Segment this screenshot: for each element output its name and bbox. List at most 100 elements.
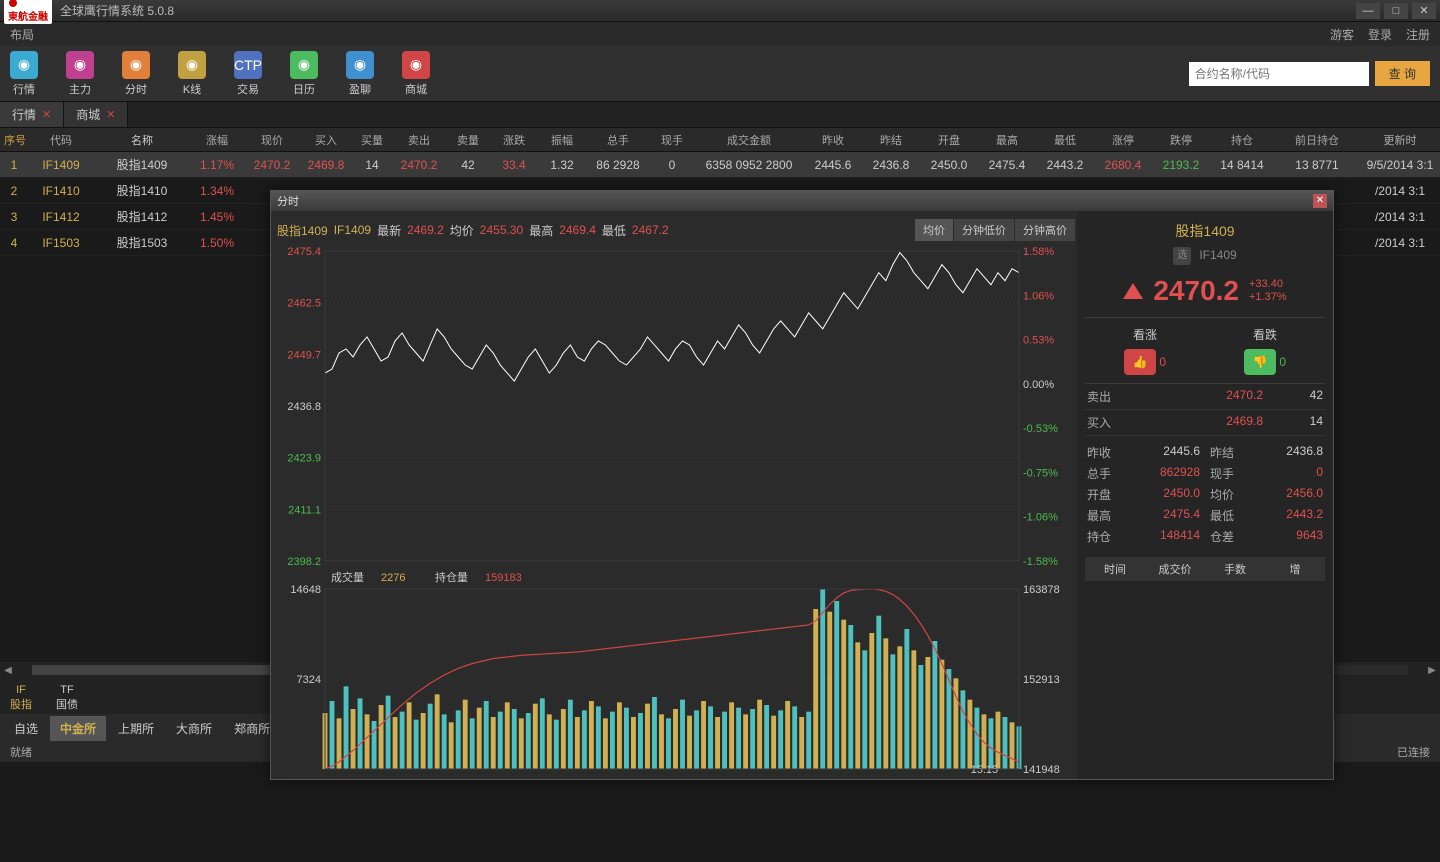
- tool-主力[interactable]: ◉主力: [66, 51, 94, 97]
- tool-行情[interactable]: ◉行情: [10, 51, 38, 97]
- btn-minhigh[interactable]: 分钟高价: [1015, 219, 1075, 241]
- chart-code: IF1409: [334, 223, 371, 237]
- col-header[interactable]: 涨跌: [490, 132, 538, 148]
- exchange-tab[interactable]: 上期所: [108, 716, 164, 741]
- tool-分时[interactable]: ◉分时: [122, 51, 150, 97]
- logo: 東航金融: [4, 0, 52, 24]
- menubar: 布局 游客 登录 注册: [0, 22, 1440, 46]
- svg-text:2475.4: 2475.4: [287, 246, 321, 258]
- svg-text:-1.06%: -1.06%: [1023, 512, 1058, 524]
- maximize-button[interactable]: □: [1384, 3, 1408, 19]
- svg-text:2449.7: 2449.7: [287, 349, 321, 361]
- subtab-IF[interactable]: IF股指: [10, 684, 32, 712]
- col-header[interactable]: 代码: [28, 132, 94, 148]
- intraday-chart[interactable]: 2475.4 2462.5 2449.7 2436.8 2423.9 2411.1 2398…: [277, 245, 1071, 775]
- svg-text:-1.58%: -1.58%: [1023, 556, 1058, 568]
- svg-text:2276: 2276: [381, 572, 405, 584]
- col-header[interactable]: 昨结: [862, 132, 920, 148]
- svg-text:14648: 14648: [290, 584, 321, 596]
- trade-tab-price[interactable]: 成交价: [1145, 557, 1205, 581]
- svg-text:2423.9: 2423.9: [287, 453, 321, 465]
- vote-dn-label: 看跌: [1244, 326, 1286, 343]
- popup-close-button[interactable]: ✕: [1313, 194, 1327, 208]
- col-header[interactable]: 最低: [1036, 132, 1094, 148]
- layout-menu[interactable]: 布局: [10, 26, 34, 43]
- login-link[interactable]: 登录: [1368, 26, 1392, 43]
- intraday-popup: 分时 ✕ 股指1409 IF1409 最新2469.2 均价2455.30 最高…: [270, 190, 1334, 780]
- chart-pane: 股指1409 IF1409 最新2469.2 均价2455.30 最高2469.…: [271, 211, 1077, 779]
- trade-tab-time[interactable]: 时间: [1085, 557, 1145, 581]
- exchange-tab[interactable]: 大商所: [166, 716, 222, 741]
- tool-盈聊[interactable]: ◉盈聊: [346, 51, 374, 97]
- svg-text:141948: 141948: [1023, 764, 1060, 775]
- col-header[interactable]: 总手: [586, 132, 650, 148]
- titlebar: 東航金融 全球鹰行情系统 5.0.8 — □ ✕: [0, 0, 1440, 22]
- minimize-button[interactable]: —: [1356, 3, 1380, 19]
- thumbs-down-icon[interactable]: 👎: [1244, 349, 1276, 375]
- btn-minlow[interactable]: 分钟低价: [954, 219, 1014, 241]
- col-header[interactable]: 买量: [352, 132, 392, 148]
- exchange-tab[interactable]: 中金所: [50, 716, 106, 741]
- col-header[interactable]: 买入: [300, 132, 352, 148]
- exchange-tab[interactable]: 自选: [4, 716, 48, 741]
- col-header[interactable]: 振幅: [538, 132, 586, 148]
- vote-up-label: 看涨: [1124, 326, 1166, 343]
- col-header[interactable]: 更新时: [1360, 132, 1440, 148]
- table-row[interactable]: 1IF1409股指14091.17%2470.22469.8142470.242…: [0, 152, 1440, 178]
- tool-商城[interactable]: ◉商城: [402, 51, 430, 97]
- close-button[interactable]: ✕: [1412, 3, 1436, 19]
- col-header[interactable]: 序号: [0, 132, 28, 148]
- col-header[interactable]: 涨幅: [190, 132, 244, 148]
- col-header[interactable]: 跌停: [1152, 132, 1210, 148]
- app-title: 全球鹰行情系统 5.0.8: [60, 2, 174, 19]
- col-header[interactable]: 卖出: [392, 132, 446, 148]
- tab-quotes[interactable]: 行情✕: [0, 102, 64, 127]
- col-header[interactable]: 最高: [978, 132, 1036, 148]
- register-link[interactable]: 注册: [1406, 26, 1430, 43]
- thumbs-up-icon[interactable]: 👍: [1124, 349, 1156, 375]
- col-header[interactable]: 成交金额: [694, 132, 804, 148]
- svg-text:-0.53%: -0.53%: [1023, 423, 1058, 435]
- search-button[interactable]: 查 询: [1375, 61, 1430, 86]
- col-header[interactable]: 现价: [244, 132, 300, 148]
- tool-K线[interactable]: ◉K线: [178, 51, 206, 97]
- close-icon[interactable]: ✕: [42, 108, 51, 121]
- trade-tab-inc[interactable]: 增: [1265, 557, 1325, 581]
- trade-tab-vol[interactable]: 手数: [1205, 557, 1265, 581]
- scroll-right-icon[interactable]: ▶: [1424, 665, 1440, 676]
- svg-text:2411.1: 2411.1: [288, 504, 321, 516]
- svg-text:-0.75%: -0.75%: [1023, 467, 1058, 479]
- col-header[interactable]: 卖量: [446, 132, 490, 148]
- popup-titlebar[interactable]: 分时 ✕: [271, 191, 1333, 211]
- svg-text:2462.5: 2462.5: [287, 298, 321, 310]
- svg-text:163878: 163878: [1023, 584, 1060, 596]
- svg-text:152913: 152913: [1023, 674, 1060, 686]
- side-code: 选IF1409: [1085, 245, 1325, 271]
- col-header[interactable]: 名称: [94, 132, 190, 148]
- svg-text:成交量: 成交量: [325, 774, 358, 775]
- subtab-TF[interactable]: TF国债: [56, 684, 78, 712]
- svg-text:2436.8: 2436.8: [287, 401, 321, 413]
- col-header[interactable]: 昨收: [804, 132, 862, 148]
- svg-text:0.00%: 0.00%: [1023, 379, 1054, 391]
- search-input[interactable]: [1189, 62, 1369, 86]
- col-header[interactable]: 开盘: [920, 132, 978, 148]
- col-header[interactable]: 持仓: [1210, 132, 1274, 148]
- btn-avg[interactable]: 均价: [915, 219, 953, 241]
- guest-link[interactable]: 游客: [1330, 26, 1354, 43]
- svg-text:持仓量: 持仓量: [435, 570, 468, 584]
- tab-mall[interactable]: 商城✕: [64, 102, 128, 127]
- svg-text:159183: 159183: [485, 572, 522, 584]
- close-icon[interactable]: ✕: [106, 108, 115, 121]
- select-icon[interactable]: 选: [1173, 247, 1191, 265]
- svg-text:2398.2: 2398.2: [287, 556, 321, 568]
- scroll-left-icon[interactable]: ◀: [0, 665, 16, 676]
- tool-日历[interactable]: ◉日历: [290, 51, 318, 97]
- svg-text:1.58%: 1.58%: [1023, 246, 1054, 258]
- chart-name: 股指1409: [277, 222, 328, 239]
- tool-交易[interactable]: CTP交易: [234, 51, 262, 97]
- col-header[interactable]: 涨停: [1094, 132, 1152, 148]
- col-header[interactable]: 前日持仓: [1274, 132, 1360, 148]
- col-header[interactable]: 现手: [650, 132, 694, 148]
- side-title: 股指1409: [1085, 217, 1325, 245]
